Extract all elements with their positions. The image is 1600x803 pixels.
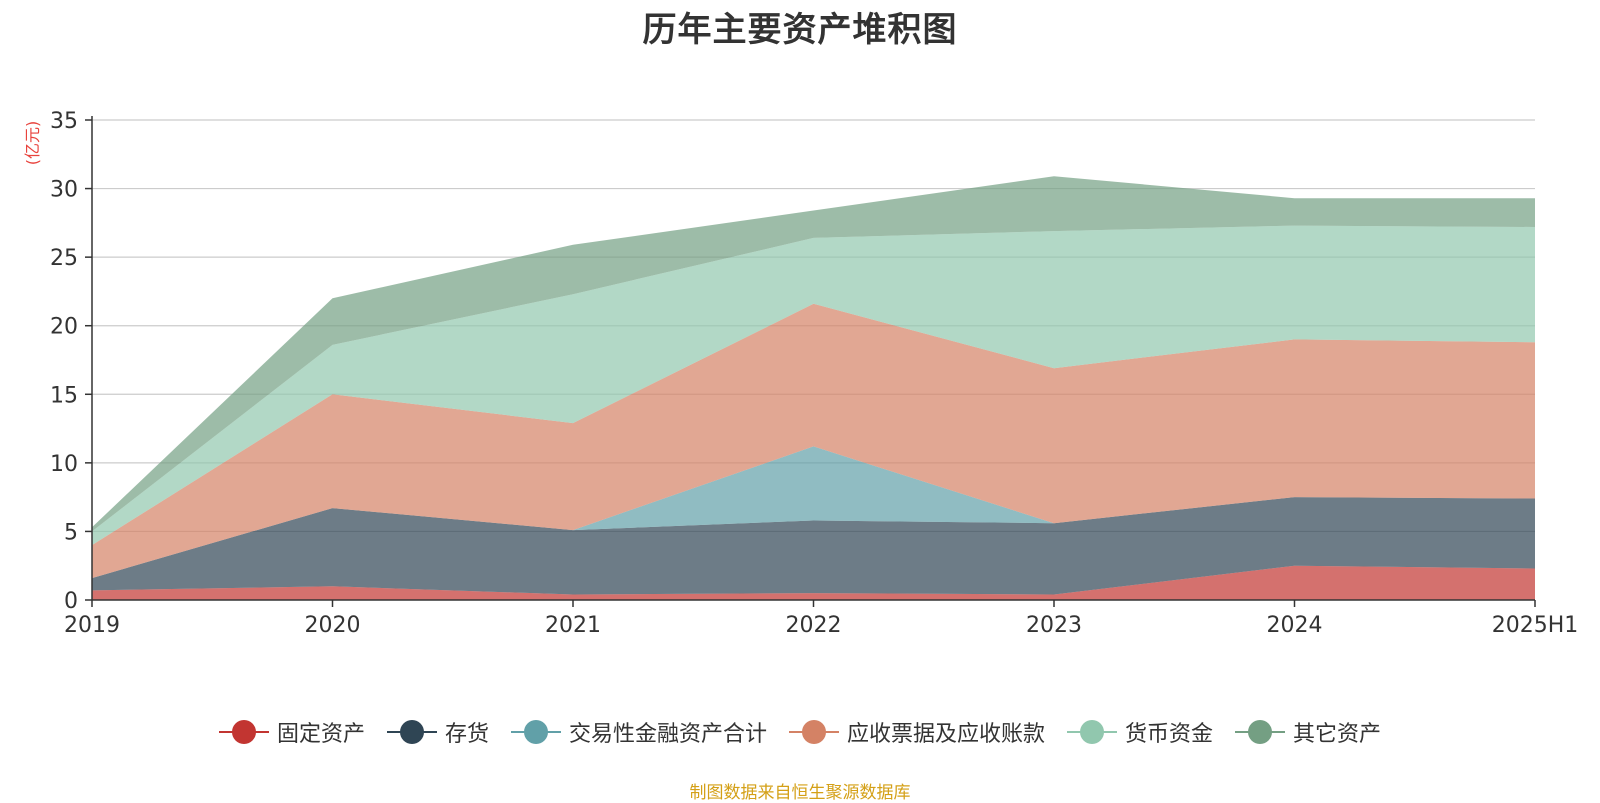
legend-item[interactable]: 其它资产 [1235,716,1381,748]
y-axis-unit-label: (亿元) [23,121,42,166]
legend-item[interactable]: 存货 [386,716,489,748]
x-tick-label: 2019 [64,613,120,638]
legend-label: 应收票据及应收账款 [847,722,1046,747]
legend-dot [802,720,826,744]
y-tick-label: 30 [50,178,78,203]
x-tick-label: 2020 [305,613,361,638]
legend-marker-icon [218,720,269,744]
x-tick-label: 2025H1 [1492,613,1579,638]
area-应收票据及应收账款 [92,303,1535,579]
x-tick-label: 2021 [545,613,601,638]
legend-marker-icon [386,720,437,744]
legend-label: 货币资金 [1125,722,1214,747]
legend-item[interactable]: 应收票据及应收账款 [789,716,1045,748]
legend-label: 交易性金融资产合计 [568,722,767,747]
area-固定资产 [92,565,1535,600]
y-tick-label: 5 [64,520,78,545]
y-tick-label: 35 [50,109,78,134]
legend-item[interactable]: 固定资产 [218,716,365,748]
legend-dot [1248,720,1273,744]
legend-label: 其它资产 [1293,722,1382,747]
y-tick-label: 15 [50,383,78,408]
axes: (亿元) 0 5 10 15 20 25 30 35 2019 2020 2021 2022 2023 2… [23,109,1578,638]
x-tick-label: 2023 [1026,613,1082,638]
y-tick-label: 0 [64,589,78,614]
y-tick-label: 20 [50,315,78,340]
area-series [92,176,1535,600]
area-货币资金 [92,225,1535,546]
legend-marker-icon [510,720,561,744]
legend-item[interactable]: 交易性金融资产合计 [510,716,767,748]
y-tick-label: 10 [50,452,78,477]
legend-item[interactable]: 货币资金 [1067,716,1213,748]
x-tick-label: 2024 [1267,613,1323,638]
legend-dot [1080,720,1105,744]
legend-label: 存货 [444,722,489,747]
area-存货 [92,497,1535,595]
chart-title: 历年主要资产堆积图 [642,10,958,50]
legend-dot [399,720,424,744]
x-tick-label: 2022 [786,613,842,638]
legend-marker-icon [1235,720,1286,744]
legend-dot [523,720,548,744]
y-tick-label: 25 [50,246,78,271]
legend-marker-icon [1067,720,1118,744]
legend-label: 固定资产 [276,722,365,747]
area-其它资产 [92,176,1535,532]
legend-marker-icon [789,720,839,744]
legend: 固定资产 存货 交易性金融资产合计 应收票据及应收账款 货币资金 其它资产 [0,716,1600,748]
area-交易性金融资产合计 [92,446,1535,579]
legend-dot [231,720,256,744]
source-note: 制图数据来自恒生聚源数据库 [689,783,911,803]
